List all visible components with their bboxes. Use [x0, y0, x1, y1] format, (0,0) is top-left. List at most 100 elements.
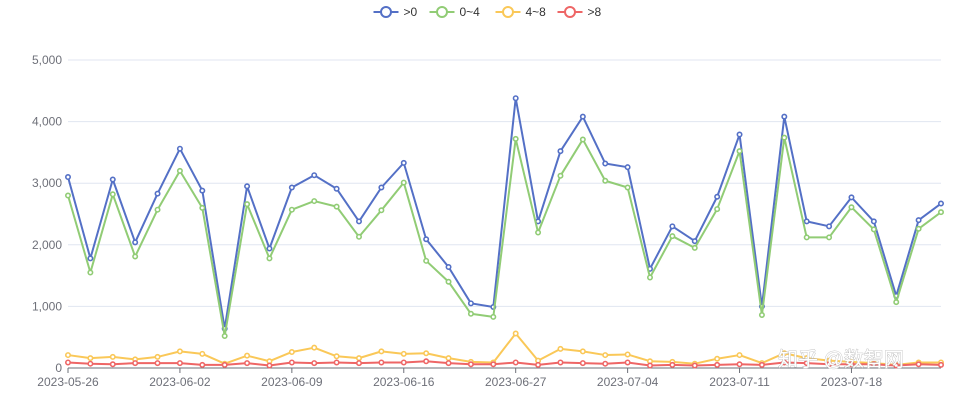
data-point[interactable]	[512, 330, 519, 337]
data-point[interactable]	[65, 352, 72, 359]
data-point[interactable]	[758, 312, 765, 319]
data-point[interactable]	[244, 183, 251, 190]
data-point[interactable]	[490, 313, 497, 320]
data-point[interactable]	[378, 359, 385, 366]
data-point[interactable]	[624, 164, 631, 171]
data-point[interactable]	[423, 257, 430, 264]
legend-item[interactable]: >8	[557, 5, 602, 19]
data-point[interactable]	[311, 198, 318, 205]
data-point[interactable]	[736, 148, 743, 155]
data-point[interactable]	[109, 191, 116, 198]
data-point[interactable]	[87, 355, 94, 362]
data-point[interactable]	[87, 360, 94, 367]
data-point[interactable]	[915, 225, 922, 232]
data-point[interactable]	[781, 113, 788, 120]
data-point[interactable]	[803, 360, 810, 367]
data-point[interactable]	[893, 299, 900, 306]
data-point[interactable]	[266, 245, 273, 252]
data-point[interactable]	[557, 172, 564, 179]
legend-item[interactable]: 0~4	[429, 5, 481, 19]
data-point[interactable]	[467, 300, 474, 307]
data-point[interactable]	[132, 360, 139, 367]
data-point[interactable]	[244, 201, 251, 208]
data-point[interactable]	[893, 362, 900, 369]
data-point[interactable]	[176, 145, 183, 152]
data-point[interactable]	[602, 177, 609, 184]
data-point[interactable]	[154, 206, 161, 213]
data-point[interactable]	[937, 361, 944, 368]
data-point[interactable]	[579, 360, 586, 367]
data-point[interactable]	[624, 184, 631, 191]
data-point[interactable]	[579, 136, 586, 143]
data-point[interactable]	[669, 233, 676, 240]
data-point[interactable]	[646, 362, 653, 369]
data-point[interactable]	[803, 234, 810, 241]
data-point[interactable]	[333, 359, 340, 366]
data-point[interactable]	[355, 218, 362, 225]
data-point[interactable]	[132, 239, 139, 246]
data-point[interactable]	[602, 352, 609, 359]
data-point[interactable]	[65, 192, 72, 199]
data-point[interactable]	[266, 255, 273, 262]
data-point[interactable]	[848, 204, 855, 211]
data-point[interactable]	[691, 362, 698, 369]
data-point[interactable]	[311, 360, 318, 367]
data-point[interactable]	[736, 131, 743, 138]
data-point[interactable]	[244, 360, 251, 367]
data-point[interactable]	[579, 113, 586, 120]
data-point[interactable]	[199, 204, 206, 211]
data-point[interactable]	[624, 351, 631, 358]
data-point[interactable]	[288, 359, 295, 366]
data-point[interactable]	[714, 193, 721, 200]
legend-item[interactable]: >0	[373, 5, 418, 19]
data-point[interactable]	[378, 348, 385, 355]
data-point[interactable]	[445, 360, 452, 367]
data-point[interactable]	[87, 255, 94, 262]
data-point[interactable]	[423, 358, 430, 365]
data-point[interactable]	[781, 359, 788, 366]
data-point[interactable]	[199, 187, 206, 194]
data-point[interactable]	[736, 361, 743, 368]
data-point[interactable]	[266, 362, 273, 369]
data-point[interactable]	[355, 355, 362, 362]
data-point[interactable]	[579, 348, 586, 355]
data-point[interactable]	[176, 167, 183, 174]
data-point[interactable]	[937, 209, 944, 216]
data-point[interactable]	[423, 350, 430, 357]
data-point[interactable]	[624, 359, 631, 366]
data-point[interactable]	[826, 234, 833, 241]
data-point[interactable]	[445, 355, 452, 362]
data-point[interactable]	[781, 134, 788, 141]
data-point[interactable]	[154, 360, 161, 367]
data-point[interactable]	[176, 348, 183, 355]
data-point[interactable]	[535, 229, 542, 236]
data-point[interactable]	[221, 361, 228, 368]
data-point[interactable]	[736, 352, 743, 359]
data-point[interactable]	[109, 176, 116, 183]
data-point[interactable]	[221, 332, 228, 339]
data-point[interactable]	[512, 359, 519, 366]
data-point[interactable]	[109, 361, 116, 368]
data-point[interactable]	[714, 355, 721, 362]
data-point[interactable]	[691, 244, 698, 251]
data-point[interactable]	[423, 236, 430, 243]
data-point[interactable]	[288, 206, 295, 213]
data-point[interactable]	[848, 194, 855, 201]
data-point[interactable]	[557, 148, 564, 155]
data-point[interactable]	[602, 160, 609, 167]
data-point[interactable]	[355, 233, 362, 240]
data-point[interactable]	[400, 179, 407, 186]
data-point[interactable]	[333, 185, 340, 192]
data-point[interactable]	[333, 203, 340, 210]
chart-legend[interactable]: >0 0~4 4~8 >8	[373, 5, 602, 19]
data-point[interactable]	[781, 350, 788, 357]
data-point[interactable]	[176, 360, 183, 367]
data-point[interactable]	[154, 353, 161, 360]
data-point[interactable]	[445, 278, 452, 285]
data-point[interactable]	[87, 269, 94, 276]
data-point[interactable]	[669, 223, 676, 230]
data-point[interactable]	[400, 159, 407, 166]
data-point[interactable]	[691, 238, 698, 245]
data-point[interactable]	[467, 361, 474, 368]
data-point[interactable]	[199, 350, 206, 357]
